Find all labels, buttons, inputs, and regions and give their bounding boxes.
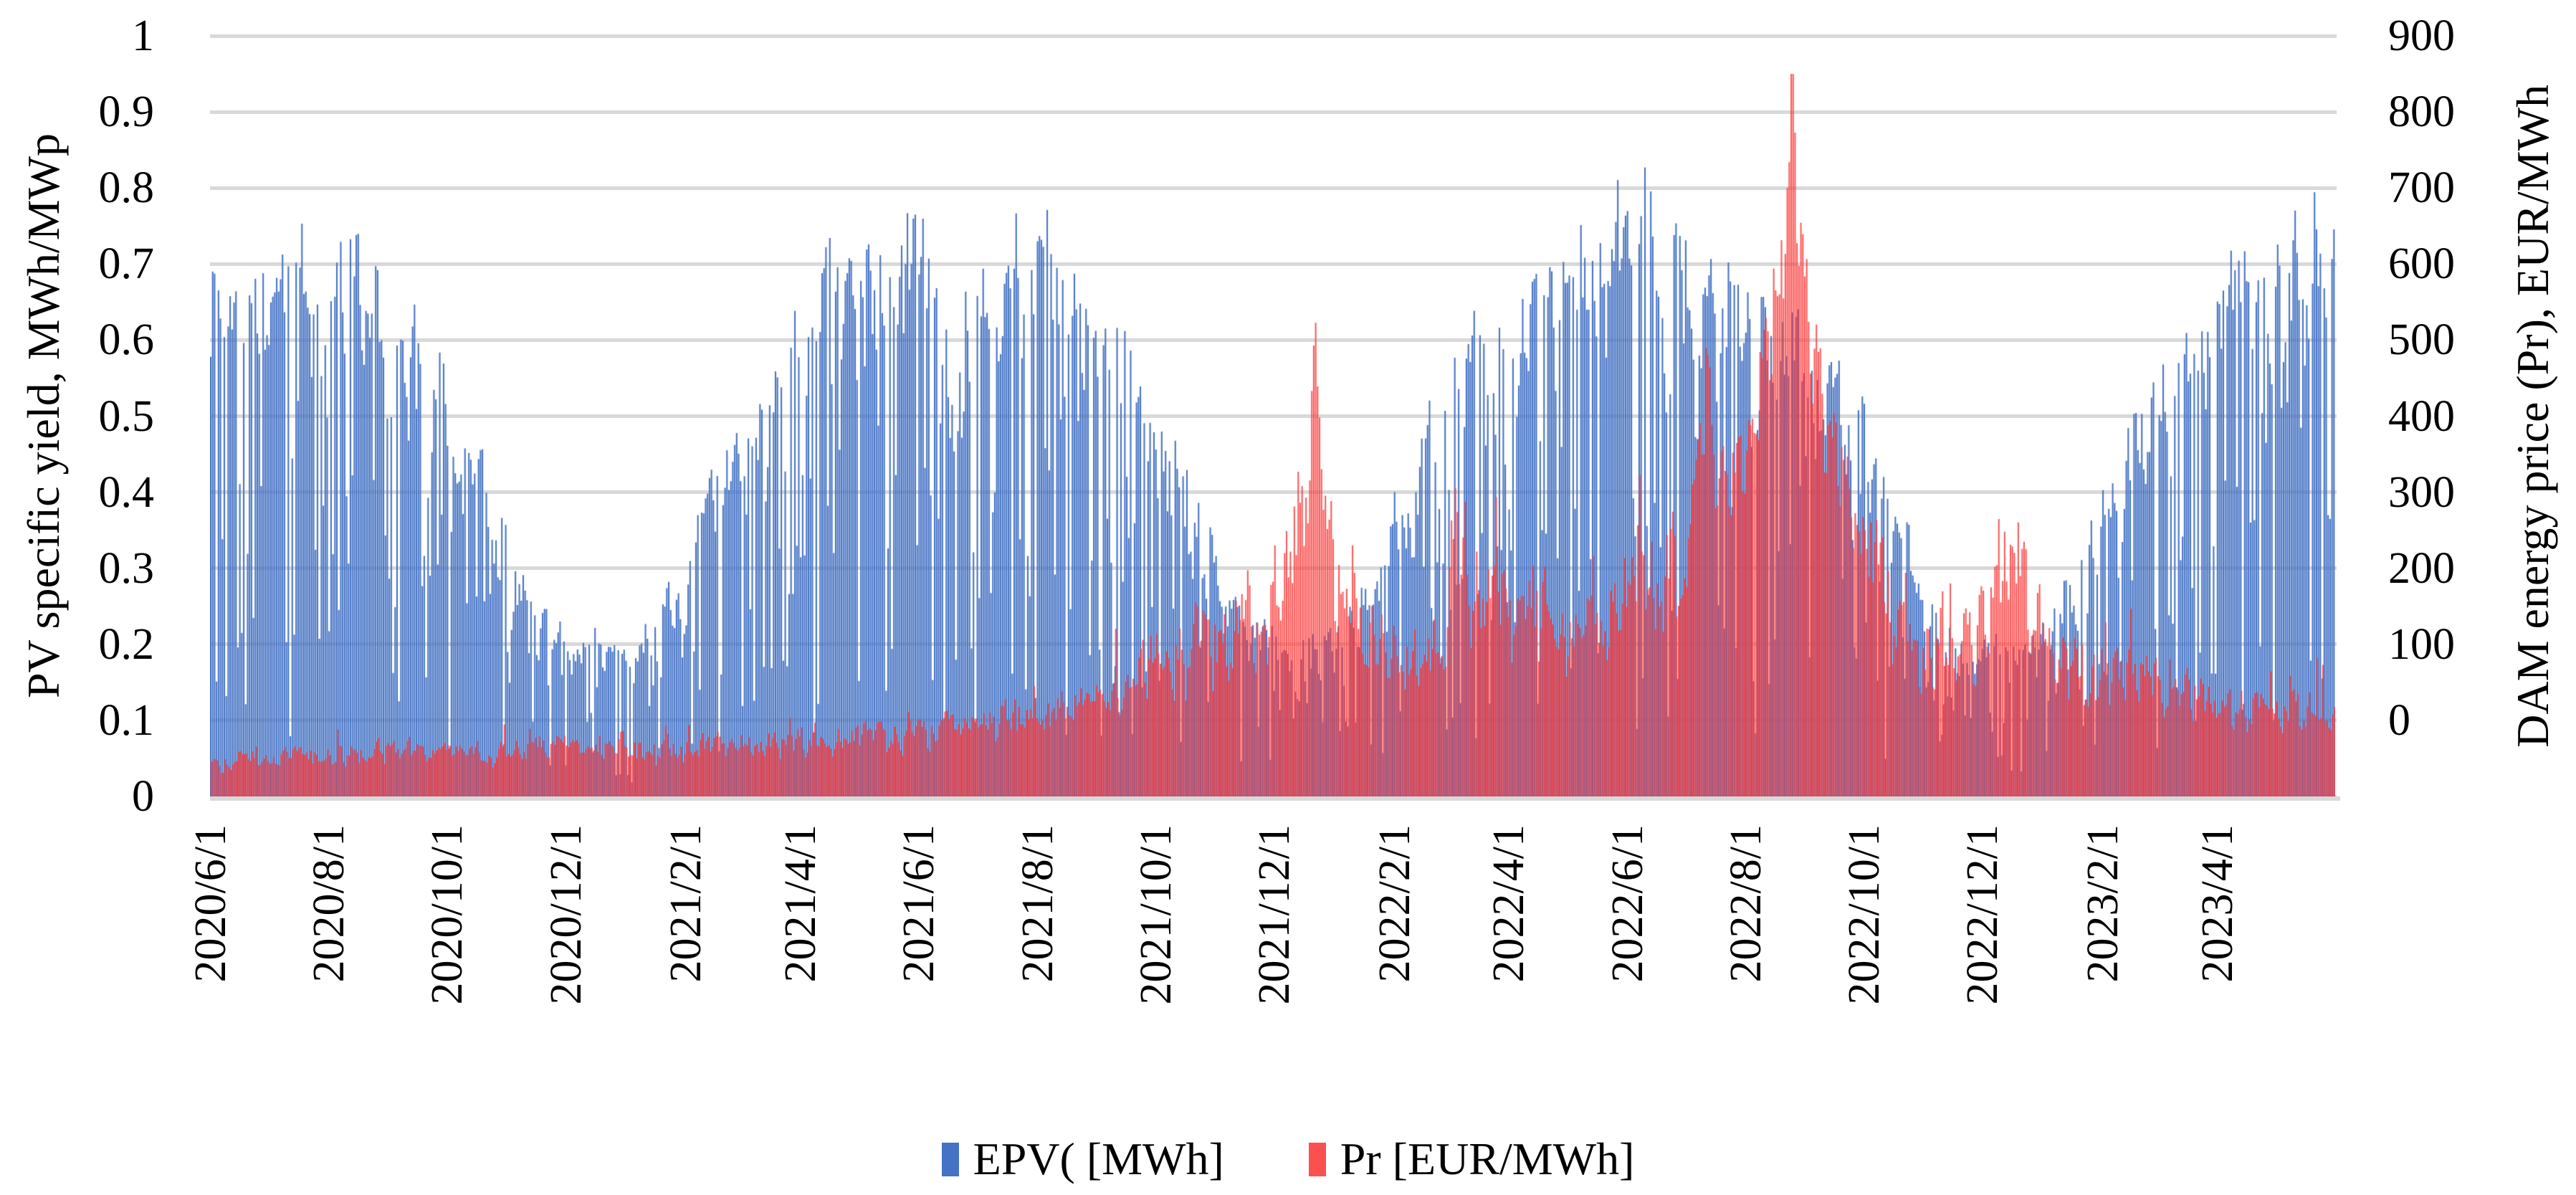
left-tick-label: 1 — [132, 11, 154, 60]
x-tick-label: 2021/12/1 — [1249, 824, 1299, 1005]
x-tick-label: 2022/8/1 — [1721, 824, 1770, 983]
legend-label-epv: EPV( [MWh] — [973, 1133, 1224, 1184]
left-tick-label: 0.6 — [98, 315, 155, 365]
legend-item-epv: EPV( [MWh] — [941, 1133, 1224, 1186]
x-tick-label: 2021/10/1 — [1131, 824, 1180, 1005]
x-tick-label: 2021/2/1 — [662, 824, 711, 983]
legend-item-pr: Pr [EUR/MWh] — [1308, 1133, 1635, 1186]
left-tick-label: 0.2 — [98, 619, 155, 669]
right-tick-label: 600 — [2388, 239, 2455, 289]
x-tick-label: 2022/6/1 — [1603, 824, 1652, 983]
left-tick-label: 0.9 — [98, 87, 155, 137]
left-tick-label: 0.7 — [98, 239, 155, 289]
legend-swatch-pr — [1308, 1142, 1326, 1176]
legend-swatch-epv — [941, 1142, 959, 1176]
x-tick-label: 2020/10/1 — [423, 824, 472, 1005]
x-tick-label: 2021/6/1 — [895, 824, 944, 983]
right-tick-label: 400 — [2388, 391, 2455, 441]
x-tick-label: 2022/10/1 — [1840, 824, 1889, 1005]
left-tick-label: 0.5 — [98, 391, 155, 441]
right-axis-title: DAM energy price (Pr), EUR/MWh — [2497, 29, 2569, 804]
left-tick-label: 0.8 — [98, 163, 155, 213]
left-tick-label: 0 — [132, 772, 154, 821]
x-tick-label: 2021/4/1 — [776, 824, 826, 983]
x-tick-label: 2022/4/1 — [1484, 824, 1534, 983]
x-tick-label: 2023/2/1 — [2079, 824, 2128, 983]
left-tick-label: 0.3 — [98, 543, 155, 593]
right-tick-label: 700 — [2388, 163, 2455, 213]
right-tick-label: 200 — [2388, 543, 2455, 593]
left-tick-label: 0.1 — [98, 695, 155, 745]
legend-label-pr: Pr [EUR/MWh] — [1340, 1133, 1635, 1184]
right-tick-label: 300 — [2388, 467, 2455, 517]
x-tick-label: 2022/2/1 — [1370, 824, 1419, 983]
legend: EPV( [MWh] Pr [EUR/MWh] — [0, 1127, 2576, 1191]
x-tick-label: 2022/12/1 — [1958, 824, 2008, 1005]
x-tick-label: 2021/8/1 — [1013, 824, 1062, 983]
x-axis-line — [210, 796, 2340, 801]
x-tick-label: 2020/8/1 — [305, 824, 354, 983]
x-tick-label: 2020/12/1 — [541, 824, 591, 1005]
right-tick-label: 100 — [2388, 619, 2455, 669]
left-tick-label: 0.4 — [98, 467, 155, 517]
right-tick-label: 500 — [2388, 315, 2455, 365]
right-tick-label: 800 — [2388, 87, 2455, 137]
x-tick-label: 2023/4/1 — [2193, 824, 2242, 983]
right-tick-label: 900 — [2388, 11, 2455, 60]
right-tick-label: 0 — [2388, 695, 2410, 745]
series-bars-canvas — [210, 36, 2335, 796]
right-axis-title-text: DAM energy price (Pr), EUR/MWh — [2507, 85, 2558, 748]
x-tick-label: 2020/6/1 — [186, 824, 235, 983]
